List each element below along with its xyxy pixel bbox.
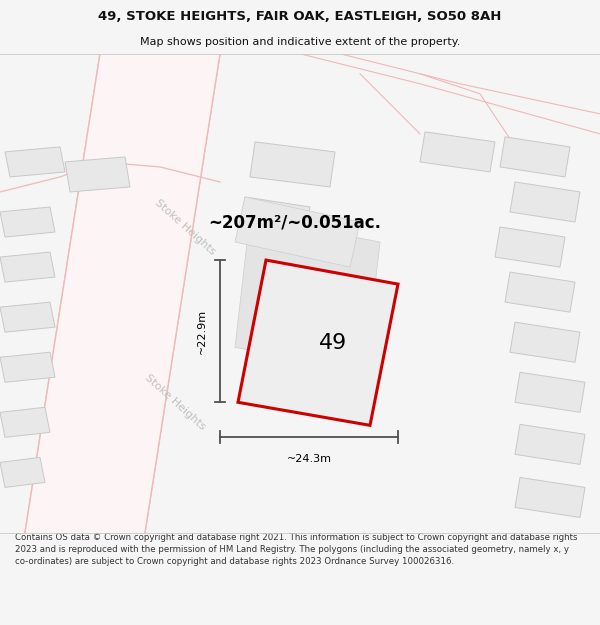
Polygon shape [495, 227, 565, 267]
Polygon shape [515, 372, 585, 413]
Polygon shape [0, 302, 55, 332]
Text: Stoke Heights: Stoke Heights [153, 198, 217, 257]
Polygon shape [0, 252, 55, 282]
Text: ~22.9m: ~22.9m [197, 309, 207, 354]
Polygon shape [25, 54, 220, 532]
Polygon shape [505, 272, 575, 312]
Polygon shape [65, 157, 130, 192]
Text: 49, STOKE HEIGHTS, FAIR OAK, EASTLEIGH, SO50 8AH: 49, STOKE HEIGHTS, FAIR OAK, EASTLEIGH, … [98, 9, 502, 22]
Polygon shape [0, 207, 55, 237]
Polygon shape [500, 137, 570, 177]
Polygon shape [0, 352, 55, 382]
Text: Stoke Heights: Stoke Heights [143, 372, 207, 432]
Polygon shape [235, 217, 380, 372]
Polygon shape [420, 132, 495, 172]
Text: Contains OS data © Crown copyright and database right 2021. This information is : Contains OS data © Crown copyright and d… [15, 532, 577, 566]
Text: ~207m²/~0.051ac.: ~207m²/~0.051ac. [209, 213, 382, 231]
Polygon shape [515, 424, 585, 464]
Polygon shape [0, 458, 45, 488]
Text: ~24.3m: ~24.3m [287, 454, 331, 464]
Polygon shape [510, 182, 580, 222]
Polygon shape [240, 197, 310, 237]
Polygon shape [510, 322, 580, 362]
Polygon shape [5, 147, 65, 177]
Text: 49: 49 [319, 333, 347, 353]
Polygon shape [0, 408, 50, 437]
Polygon shape [235, 197, 360, 267]
Polygon shape [238, 260, 398, 426]
Text: Map shows position and indicative extent of the property.: Map shows position and indicative extent… [140, 37, 460, 47]
Polygon shape [515, 478, 585, 518]
Polygon shape [250, 142, 335, 187]
